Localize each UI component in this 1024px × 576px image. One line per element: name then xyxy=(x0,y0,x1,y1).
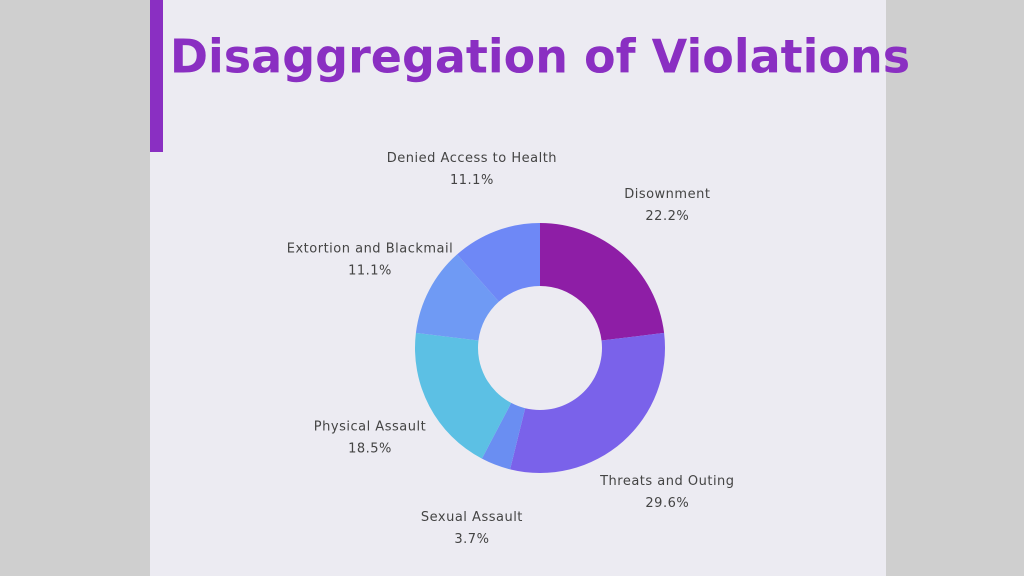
slice-label: Sexual Assault xyxy=(421,510,523,525)
slice-value: 3.7% xyxy=(454,532,489,547)
donut-slice xyxy=(414,332,512,459)
donut-slice xyxy=(540,223,665,341)
donut-slice xyxy=(481,402,526,470)
slice-label: Extortion and Blackmail xyxy=(287,241,453,256)
slice-value: 22.2% xyxy=(645,209,689,224)
slice-value: 11.1% xyxy=(348,263,392,278)
slice-value: 11.1% xyxy=(450,173,494,188)
slice-label: Disownment xyxy=(624,187,710,202)
donut-slice xyxy=(415,254,499,341)
slice-label: Denied Access to Health xyxy=(387,151,557,166)
slice-label: Physical Assault xyxy=(314,420,426,435)
slice-value: 29.6% xyxy=(645,496,689,511)
slice-value: 18.5% xyxy=(348,442,392,457)
slice-label: Threats and Outing xyxy=(599,474,734,489)
accent-bar xyxy=(150,0,163,152)
donut-slice xyxy=(457,223,540,302)
donut-slice xyxy=(510,332,665,473)
chart-title: Disaggregation of Violations xyxy=(170,30,910,84)
